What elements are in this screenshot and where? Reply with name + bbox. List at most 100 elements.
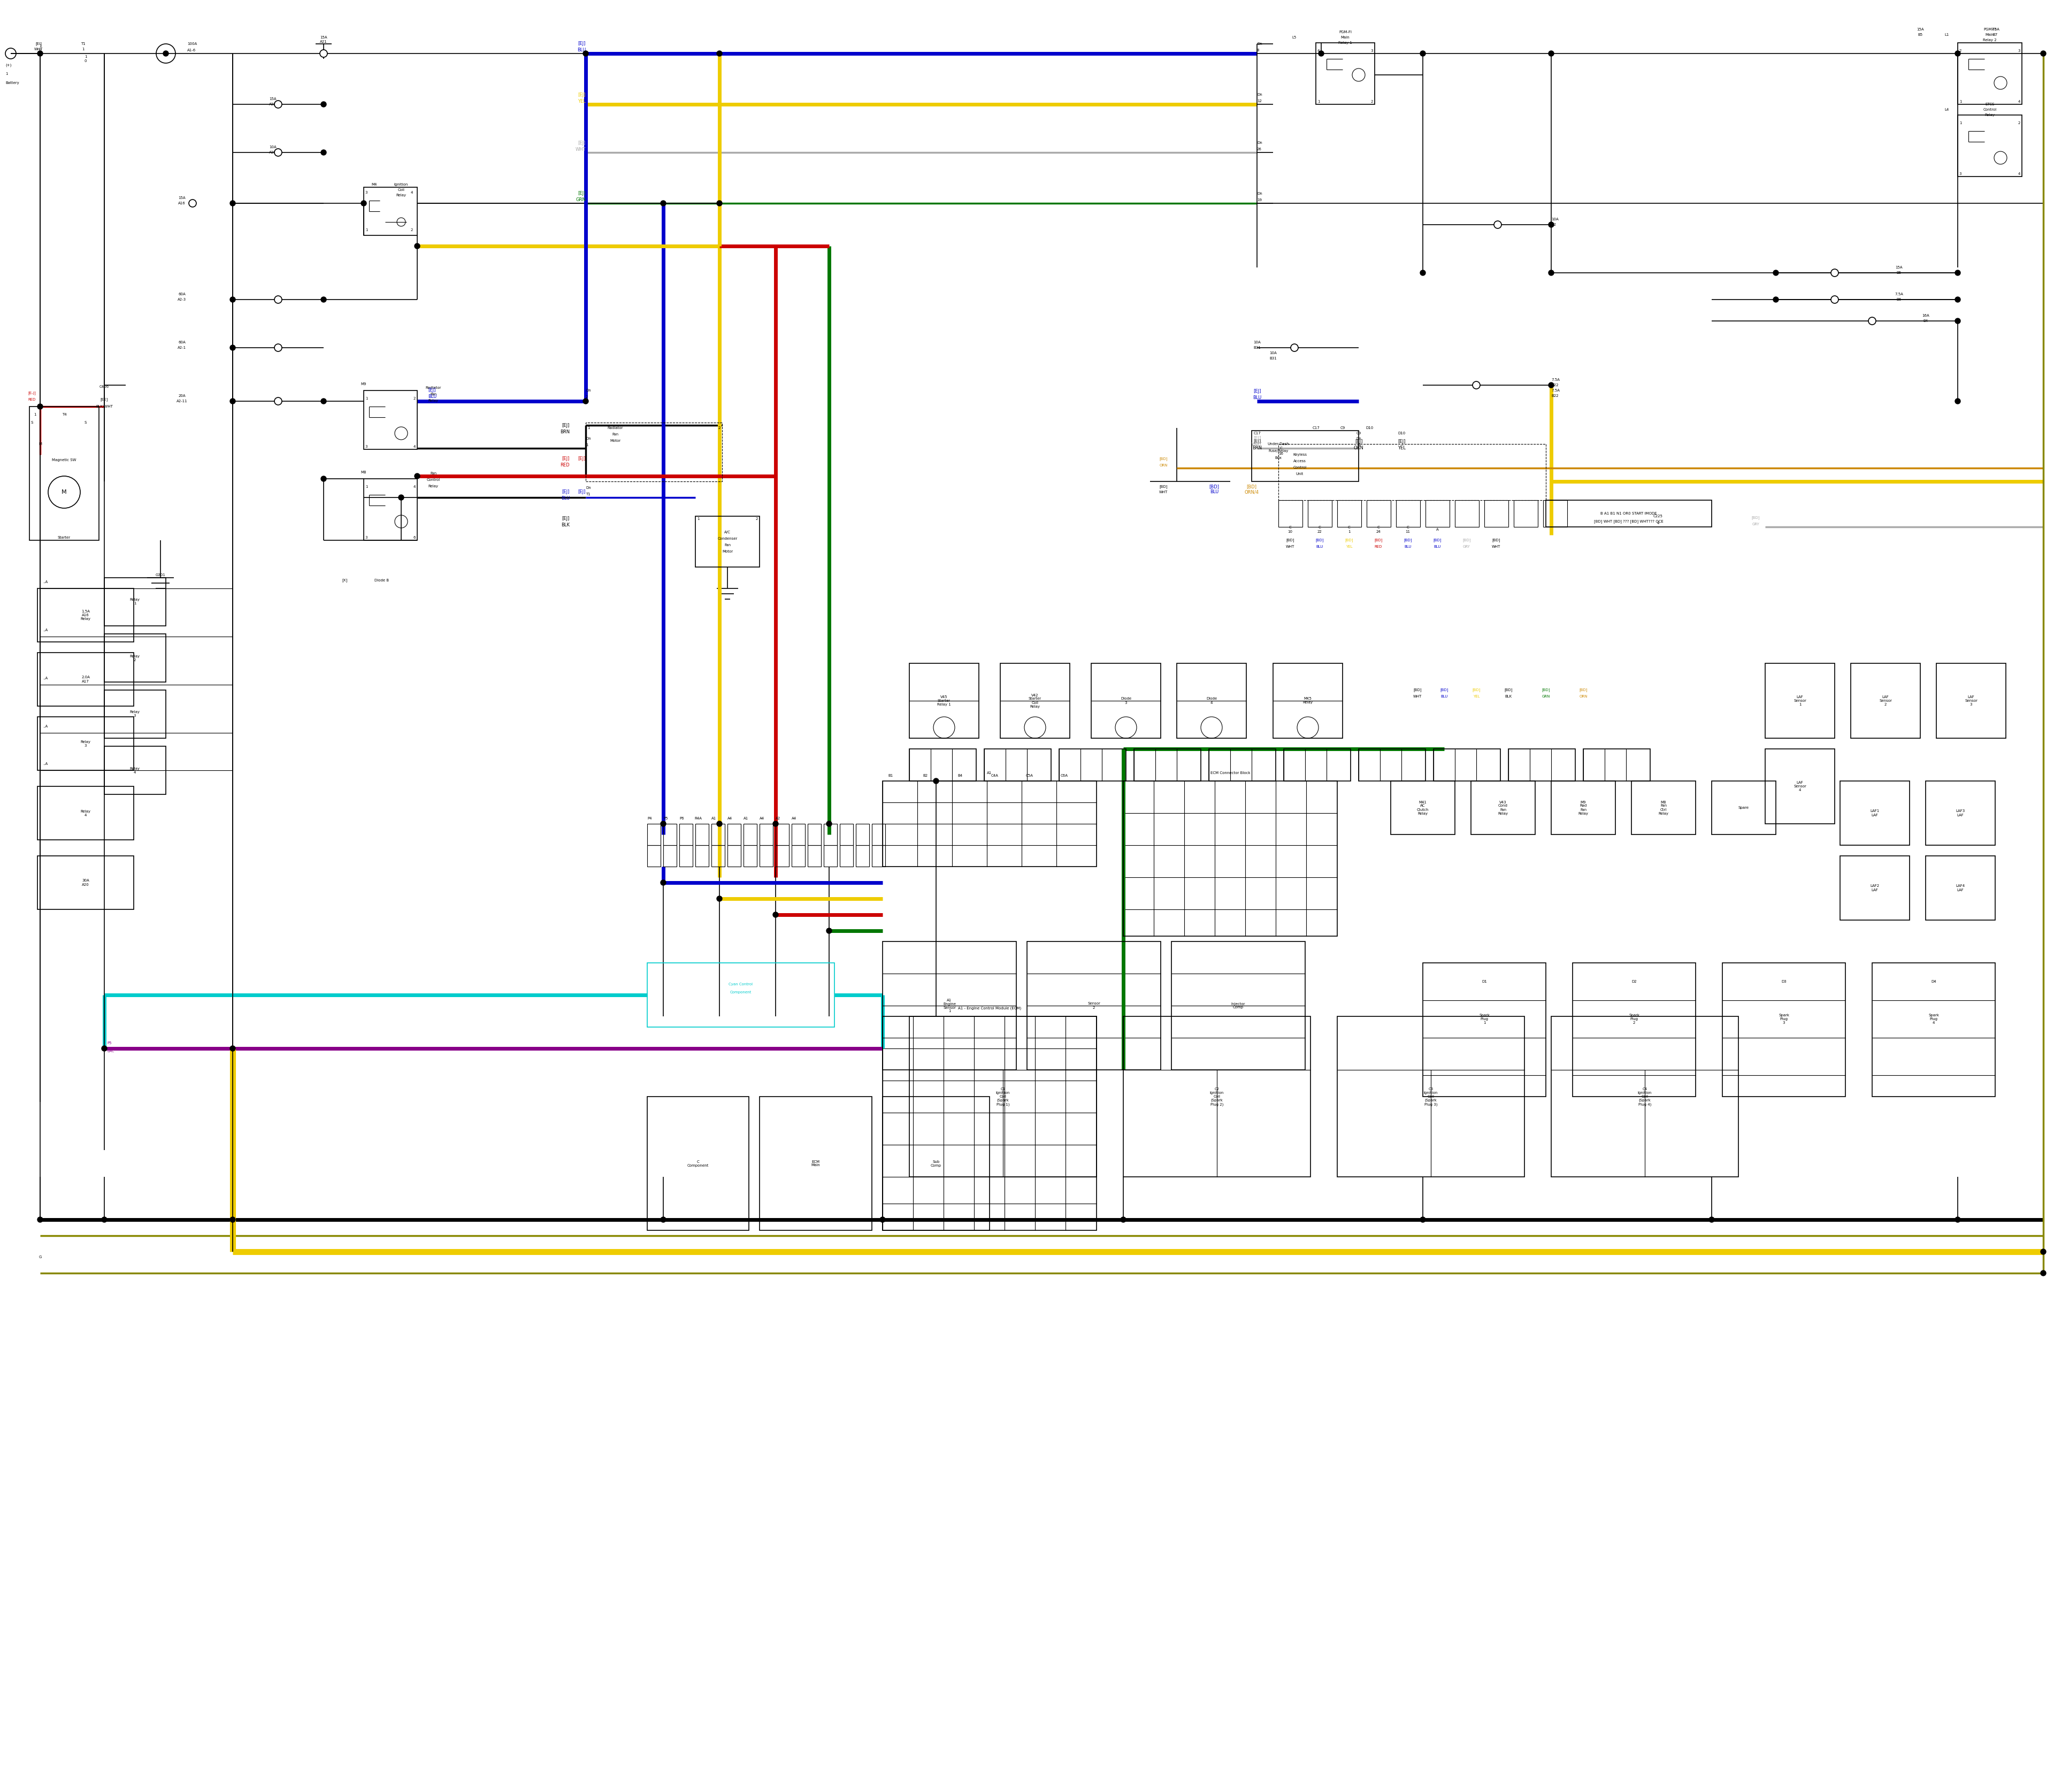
Text: C225: C225 <box>1653 514 1664 518</box>
Text: [EJ]: [EJ] <box>577 457 585 461</box>
Text: 7.5A: 7.5A <box>1894 292 1904 296</box>
Text: 3: 3 <box>366 444 368 448</box>
Text: 2: 2 <box>2019 122 2021 125</box>
Circle shape <box>275 296 281 303</box>
Bar <box>1764 749 1834 824</box>
Text: C9: C9 <box>1339 426 1345 430</box>
Text: 4: 4 <box>413 486 415 489</box>
Text: LAF
Sensor
2: LAF Sensor 2 <box>1879 695 1892 706</box>
Text: GRN: GRN <box>1543 695 1551 699</box>
Text: ORN/4: ORN/4 <box>1245 489 1259 495</box>
Bar <box>883 1016 1097 1231</box>
Circle shape <box>1955 1217 1960 1222</box>
Text: Magnetic SW: Magnetic SW <box>51 459 76 462</box>
Bar <box>1273 663 1343 738</box>
Bar <box>1543 500 1567 527</box>
Text: C17: C17 <box>1253 432 1261 435</box>
Bar <box>1124 1016 1310 1177</box>
Text: Fan: Fan <box>612 432 618 435</box>
Text: 1
0: 1 0 <box>39 45 41 52</box>
Bar <box>647 1097 750 1231</box>
Circle shape <box>230 201 236 206</box>
Text: BLK: BLK <box>561 523 569 527</box>
Text: Radiator: Radiator <box>425 387 442 389</box>
Text: 15A: 15A <box>1896 265 1902 269</box>
Bar <box>883 1097 990 1231</box>
Bar <box>727 824 741 846</box>
Text: Dn: Dn <box>1257 93 1263 97</box>
Circle shape <box>37 1217 43 1222</box>
Bar <box>1397 500 1419 527</box>
Bar <box>1337 500 1362 527</box>
Text: 3: 3 <box>1960 172 1962 176</box>
Bar <box>364 186 417 235</box>
Text: LAC: LAC <box>107 1050 115 1052</box>
Bar <box>1937 663 2007 738</box>
Text: M8: M8 <box>362 471 366 473</box>
Text: Dn: Dn <box>1257 142 1263 145</box>
Text: Fan: Fan <box>725 543 731 547</box>
Circle shape <box>275 344 281 351</box>
Text: Spark
Plug
3: Spark Plug 3 <box>1779 1014 1789 1025</box>
Bar <box>1840 857 1910 919</box>
Circle shape <box>230 297 236 303</box>
Bar <box>776 846 789 867</box>
Text: Relay
3: Relay 3 <box>80 740 90 747</box>
Circle shape <box>1830 269 1838 276</box>
Text: C6A: C6A <box>1060 774 1068 778</box>
Text: D1: D1 <box>1481 980 1487 984</box>
Bar <box>663 846 676 867</box>
Bar <box>1284 749 1352 781</box>
Text: Motor: Motor <box>610 439 620 443</box>
Text: A1 - Engine Control Module (ECM): A1 - Engine Control Module (ECM) <box>957 1007 1021 1011</box>
Text: C
1: C 1 <box>1347 527 1349 532</box>
Text: LAF1
LAF: LAF1 LAF <box>1871 810 1879 817</box>
Text: 1: 1 <box>587 426 589 430</box>
Bar <box>1278 500 1302 527</box>
Text: M9: M9 <box>362 382 366 385</box>
Text: [BD]: [BD] <box>1315 538 1323 541</box>
Text: 12: 12 <box>1257 100 1261 102</box>
Bar <box>1454 500 1479 527</box>
Text: L1: L1 <box>1945 34 1949 36</box>
Bar <box>647 962 834 1027</box>
Text: ..A: ..A <box>43 724 47 728</box>
Text: A22: A22 <box>269 102 277 106</box>
Text: A16: A16 <box>179 202 185 204</box>
Text: M: M <box>39 443 41 446</box>
Text: B4: B4 <box>1923 319 1929 323</box>
Bar <box>711 846 725 867</box>
Text: Relay 2: Relay 2 <box>1982 38 1996 41</box>
Text: P4: P4 <box>647 817 653 821</box>
Text: B22: B22 <box>1551 394 1559 398</box>
Bar <box>1927 781 1994 846</box>
Bar <box>776 824 789 846</box>
Text: 1: 1 <box>1960 100 1962 104</box>
Text: 1: 1 <box>366 396 368 400</box>
Text: 3: 3 <box>1370 48 1374 52</box>
Text: 2: 2 <box>1370 100 1374 104</box>
Circle shape <box>1319 50 1325 56</box>
Circle shape <box>230 1217 236 1222</box>
Bar <box>883 941 1017 1070</box>
Text: C: C <box>1280 446 1282 450</box>
Text: BRN: BRN <box>561 430 569 434</box>
Bar <box>105 577 166 625</box>
Circle shape <box>1549 222 1555 228</box>
Text: [EJ]: [EJ] <box>577 489 585 495</box>
Text: Motor: Motor <box>723 550 733 554</box>
Text: V43
Cond
Fan
Relay: V43 Cond Fan Relay <box>1497 801 1508 815</box>
Text: S: S <box>84 421 86 425</box>
Bar <box>1723 962 1844 1097</box>
Text: [BD]: [BD] <box>1491 538 1499 541</box>
Text: Main: Main <box>1986 34 1994 36</box>
Text: 1: 1 <box>366 228 368 231</box>
Text: BLU: BLU <box>427 394 438 400</box>
Bar <box>910 663 980 738</box>
Bar <box>1851 663 1920 738</box>
Text: C2
Ignition
Coil
(Spark
Plug 2): C2 Ignition Coil (Spark Plug 2) <box>1210 1088 1224 1106</box>
Text: [BD]: [BD] <box>1413 688 1421 692</box>
Circle shape <box>1549 271 1555 276</box>
Text: B31: B31 <box>1269 357 1278 360</box>
Text: YEL: YEL <box>1397 446 1405 450</box>
